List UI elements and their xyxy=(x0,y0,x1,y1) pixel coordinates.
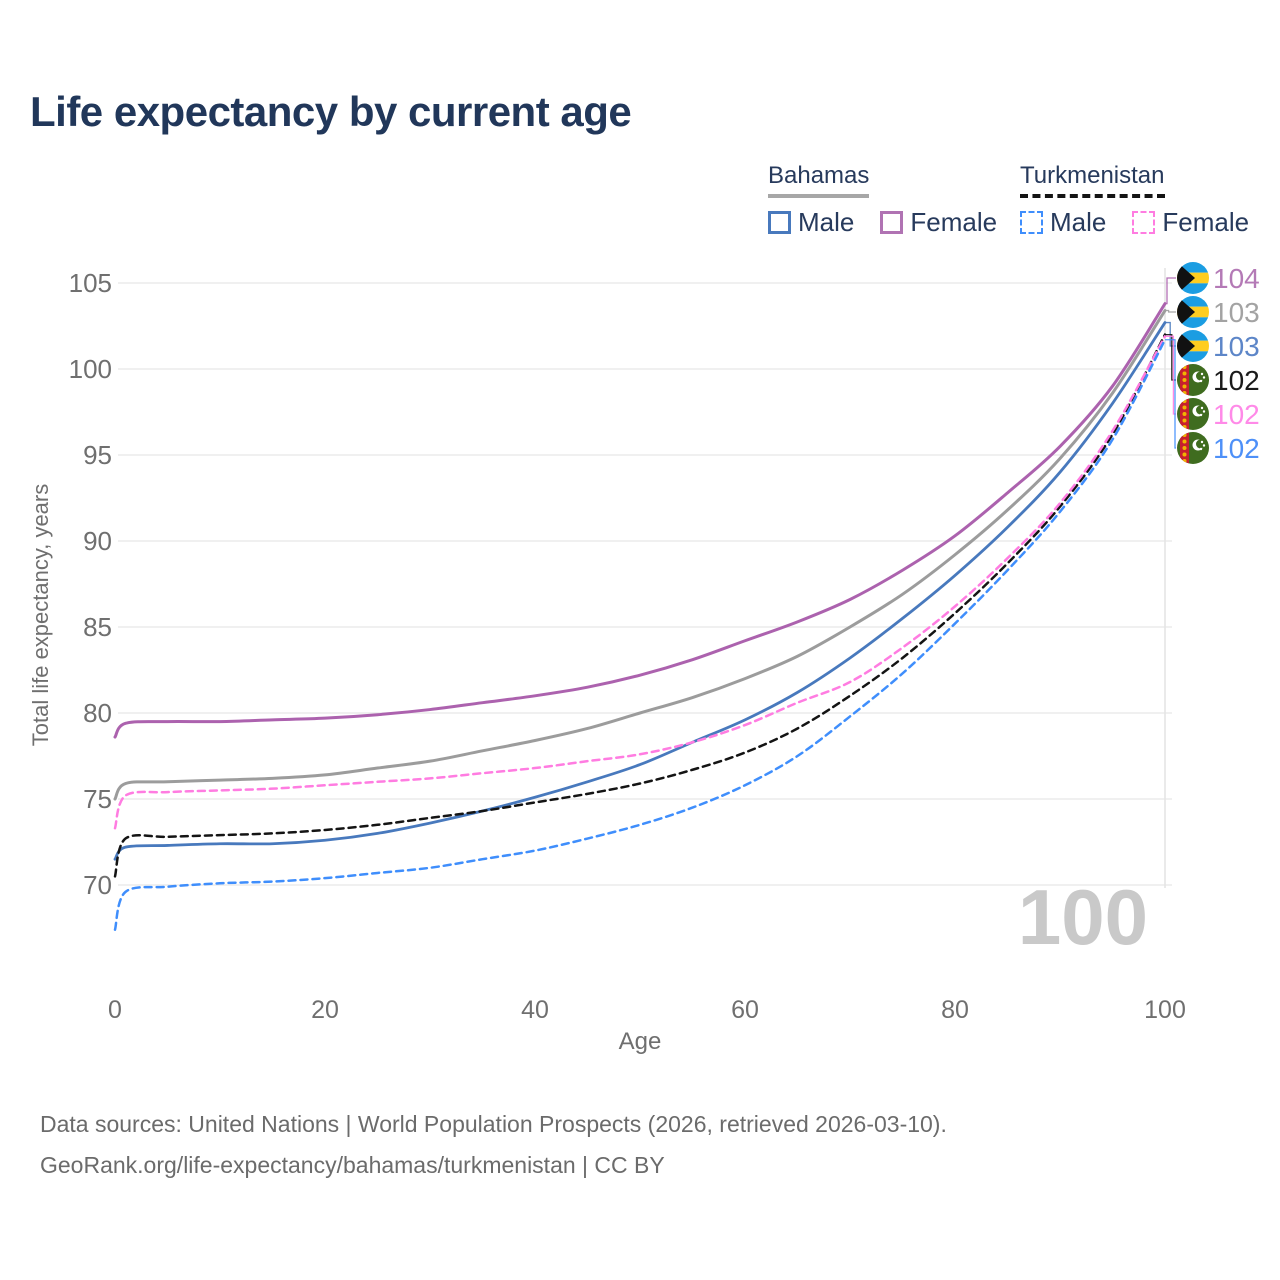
footer-data-sources: Data sources: United Nations | World Pop… xyxy=(40,1111,947,1137)
x-tick-80: 80 xyxy=(941,996,969,1024)
leader-line xyxy=(1165,309,1176,313)
series-line-turkmenistan-female[interactable] xyxy=(113,335,1167,830)
flag-icon-bahamas xyxy=(1177,296,1209,328)
y-tick-70: 70 xyxy=(83,870,112,900)
end-value-label-turkmenistan-female: 102 xyxy=(1213,399,1260,430)
legend-swatch-bahamas-female[interactable] xyxy=(880,211,904,234)
flag-icon-turkmenistan xyxy=(1177,398,1209,430)
legend-label-turkmenistan-male[interactable]: Male xyxy=(1050,207,1107,237)
flag-icon-turkmenistan xyxy=(1177,364,1209,396)
series-line-bahamas-male[interactable] xyxy=(113,321,1167,861)
y-tick-80: 80 xyxy=(83,698,112,728)
legend-label-bahamas-male[interactable]: Male xyxy=(798,207,855,237)
y-tick-100: 100 xyxy=(69,354,112,384)
end-value-label-bahamas-male: 103 xyxy=(1213,331,1260,362)
legend-group-turkmenistan: Turkmenistan Male Female xyxy=(1020,162,1275,238)
x-tick-60: 60 xyxy=(731,996,759,1024)
x-axis-label: Age xyxy=(619,1028,662,1055)
leader-line xyxy=(1165,339,1176,449)
leader-line xyxy=(1165,277,1176,305)
flag-icon-turkmenistan xyxy=(1177,432,1209,464)
end-value-label-turkmenistan-male: 102 xyxy=(1213,433,1260,464)
page-title: Life expectancy by current age xyxy=(30,88,632,135)
y-tick-85: 85 xyxy=(83,612,112,642)
legend-label-bahamas-female[interactable]: Female xyxy=(910,207,998,237)
hover-age-readout: 100 xyxy=(1018,873,1148,961)
y-axis-label: Total life expectancy, years xyxy=(28,484,53,747)
x-tick-40: 40 xyxy=(521,996,549,1024)
flag-icon-bahamas xyxy=(1177,262,1209,294)
legend-label-turkmenistan-female[interactable]: Female xyxy=(1162,207,1250,237)
flag-icon-bahamas xyxy=(1177,330,1209,362)
end-value-label-bahamas-female: 104 xyxy=(1213,263,1260,294)
x-tick-100: 100 xyxy=(1144,996,1186,1024)
series-line-bahamas-female[interactable] xyxy=(113,302,1167,739)
end-value-label-bahamas-both-sexes: 103 xyxy=(1213,297,1260,328)
series-line-turkmenistan-both-sexes[interactable] xyxy=(113,333,1167,878)
y-tick-75: 75 xyxy=(83,784,112,814)
series-line-bahamas-both-sexes[interactable] xyxy=(113,309,1167,801)
y-tick-105: 105 xyxy=(69,268,112,298)
legend-country-turkmenistan: Turkmenistan xyxy=(1020,162,1165,198)
y-tick-90: 90 xyxy=(83,526,112,556)
x-tick-20: 20 xyxy=(311,996,339,1024)
legend-swatch-turkmenistan-female[interactable] xyxy=(1132,211,1156,234)
series-line-turkmenistan-male[interactable] xyxy=(113,338,1167,931)
legend-group-bahamas: Bahamas Male Female xyxy=(768,162,1023,238)
legend-swatch-turkmenistan-male[interactable] xyxy=(1020,211,1043,234)
y-tick-95: 95 xyxy=(83,440,112,470)
end-value-label-turkmenistan-both-sexes: 102 xyxy=(1213,365,1260,396)
legend-country-bahamas: Bahamas xyxy=(768,162,870,198)
legend-swatch-bahamas-male[interactable] xyxy=(768,211,791,234)
x-tick-0: 0 xyxy=(108,996,122,1024)
life-expectancy-chart: 70 75 80 85 90 95 100 105 0 20 40 60 80 100 Age Total l… xyxy=(28,262,1260,1055)
chart-footer: Data sources: United Nations | World Pop… xyxy=(40,1104,947,1186)
footer-attribution-link: GeoRank.org/life-expectancy/bahamas/turk… xyxy=(40,1152,665,1178)
